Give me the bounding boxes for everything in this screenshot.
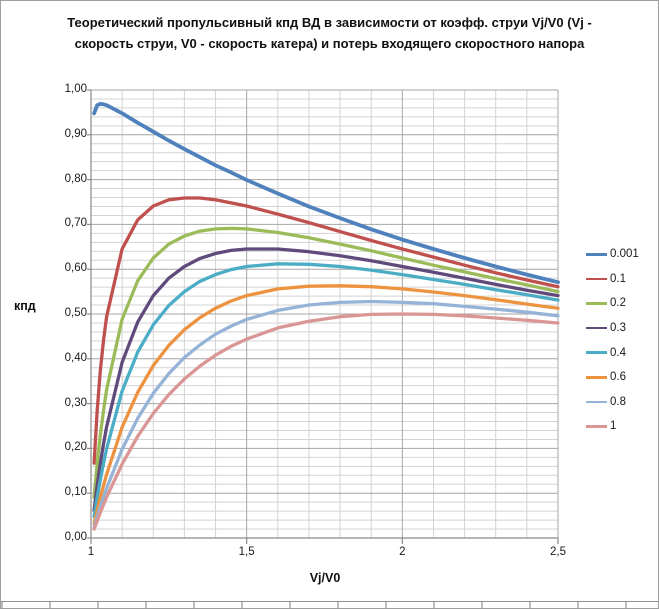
series-curve-0.2	[92, 226, 560, 499]
series-curve-0.4	[92, 262, 560, 519]
y-tick-label: 0,30	[64, 396, 87, 409]
legend-label: 0.001	[610, 248, 639, 261]
series-curve-0.001	[92, 102, 560, 285]
legend-line-swatch	[586, 425, 607, 428]
legend: 0.001 0.1 0.2 0.3 0.4 0.6 0.8 1	[586, 242, 639, 439]
legend-label: 0.8	[610, 395, 626, 408]
legend-line-swatch	[586, 253, 607, 256]
y-tick-label: 0,00	[64, 531, 87, 543]
series-curve-1	[92, 312, 560, 531]
series-curve-0.8	[92, 299, 560, 529]
y-tick-label: 1,00	[64, 83, 87, 95]
legend-item-0.4: 0.4	[586, 340, 639, 365]
legend-line-swatch	[586, 375, 607, 379]
series-curve-0.6	[92, 284, 560, 526]
legend-label: 0.6	[610, 371, 626, 384]
y-axis-title: кпд	[14, 299, 36, 313]
legend-line-swatch	[586, 277, 607, 281]
legend-label: 0.4	[610, 346, 626, 359]
legend-label: 0.2	[610, 297, 626, 310]
legend-item-0.8: 0.8	[586, 390, 639, 415]
x-tick-label: 1,5	[238, 546, 255, 558]
y-tick-label: 0,70	[64, 217, 87, 230]
legend-item-0.2: 0.2	[586, 291, 639, 316]
legend-item-0.1: 0.1	[586, 267, 639, 292]
legend-label: 0.3	[610, 322, 626, 335]
legend-item-0.001: 0.001	[586, 242, 639, 267]
y-tick-label: 0,60	[64, 262, 87, 275]
legend-label: 0.1	[610, 272, 626, 285]
y-tick-label: 0,20	[64, 441, 87, 454]
legend-item-1: 1	[586, 414, 639, 439]
legend-item-0.3: 0.3	[586, 316, 639, 341]
legend-line-swatch	[586, 326, 607, 330]
y-tick-label: 0,40	[64, 351, 87, 364]
y-tick-label: 0,80	[64, 172, 87, 185]
x-tick-label: 2,5	[550, 546, 566, 558]
x-tick-label: 2	[399, 546, 406, 558]
legend-line-swatch	[586, 302, 607, 305]
legend-label: 1	[610, 420, 617, 433]
series-curve-0.1	[92, 196, 560, 465]
chart-title: Теоретический пропульсивный кпд ВД в зав…	[67, 15, 592, 51]
bottom-edge-ticks	[1, 601, 658, 608]
x-axis-title: Vj/V0	[309, 571, 341, 585]
legend-item-0.6: 0.6	[586, 365, 639, 390]
y-tick-label: 0,10	[64, 486, 87, 499]
y-tick-label: 0,50	[64, 307, 87, 319]
y-tick-label: 0,90	[64, 127, 87, 140]
legend-line-swatch	[586, 351, 607, 354]
legend-line-swatch	[586, 400, 607, 404]
series-curve-0.3	[92, 247, 560, 512]
x-tick-label: 1	[87, 546, 95, 558]
